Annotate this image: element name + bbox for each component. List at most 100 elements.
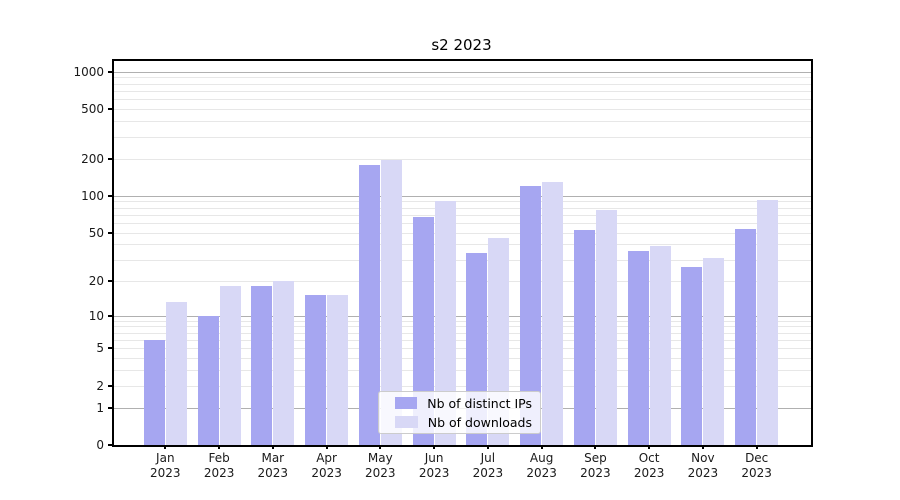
y-tick-mark [108, 406, 112, 409]
grid-major-line [114, 315, 811, 317]
grid-minor-line [114, 232, 811, 234]
x-tick-label-dec: Dec 2023 [741, 451, 772, 480]
bar-feb-downloads [219, 285, 241, 445]
grid-minor-line [114, 121, 811, 123]
grid-major-line [114, 195, 811, 197]
grid-minor-line [114, 109, 811, 111]
y-tick-label: 200 [81, 151, 104, 166]
y-tick-label: 50 [88, 225, 104, 240]
y-tick-mark [108, 279, 112, 282]
y-tick-label: 2 [96, 378, 104, 393]
y-tick-label: 5 [96, 341, 104, 356]
bar-mar-distinct-ips [251, 285, 273, 445]
x-tick-mark [594, 445, 597, 449]
bar-may-distinct-ips [358, 164, 380, 445]
bar-aug-distinct-ips [520, 185, 542, 445]
grid-minor-line [114, 385, 811, 387]
x-tick-label-apr: Apr 2023 [311, 451, 342, 480]
y-tick-label: 0 [96, 438, 104, 452]
x-tick-mark [271, 445, 274, 449]
x-tick-label-feb: Feb 2023 [203, 451, 235, 480]
x-tick-mark [540, 445, 543, 449]
bar-jun-distinct-ips [412, 217, 434, 445]
bar-apr-distinct-ips [305, 295, 327, 445]
y-tick-mark [108, 194, 112, 197]
x-tick-mark [486, 445, 489, 449]
x-tick-mark [218, 445, 221, 449]
grid-minor-line [114, 77, 811, 79]
y-tick-label: 20 [88, 273, 104, 288]
bar-apr-downloads [327, 295, 349, 445]
bar-jan-downloads [165, 302, 187, 445]
grid-minor-line [114, 259, 811, 261]
x-tick-label-jul: Jul 2023 [472, 451, 504, 480]
bar-sep-downloads [595, 210, 617, 445]
grid-minor-line [114, 83, 811, 85]
grid-minor-line [114, 136, 811, 138]
grid-minor-line [114, 222, 811, 224]
legend-label-downloads: Nb of downloads [427, 414, 532, 430]
y-tick-mark [108, 231, 112, 234]
bar-dec-distinct-ips [735, 228, 757, 445]
x-tick-mark [325, 445, 328, 449]
y-tick-label: 1000 [73, 64, 104, 79]
bar-nov-distinct-ips [681, 266, 703, 445]
grid-minor-line [114, 326, 811, 328]
grid-minor-line [114, 214, 811, 216]
bar-oct-downloads [649, 245, 671, 445]
y-tick-label: 500 [81, 102, 104, 117]
grid-major-line [114, 71, 811, 73]
bars-layer [114, 61, 811, 445]
grid-minor-line [114, 370, 811, 372]
bar-mar-downloads [273, 280, 295, 445]
x-tick-label-oct: Oct 2023 [633, 451, 665, 480]
x-tick-label-may: May 2023 [365, 451, 396, 480]
bar-aug-downloads [542, 181, 564, 445]
chart-title: s2 2023 [431, 36, 492, 54]
y-tick-mark [108, 384, 112, 387]
grid-minor-line [114, 339, 811, 341]
x-tick-label-aug: Aug 2023 [526, 451, 557, 480]
plot-area [112, 59, 813, 447]
legend-swatch-downloads-icon [395, 416, 418, 428]
grid-minor-line [114, 332, 811, 334]
x-tick-mark [379, 445, 382, 449]
grid-minor-line [114, 358, 811, 359]
legend-item-distinct-ips: Nb of distinct IPs [387, 396, 532, 411]
x-tick-label-jan: Jan 2023 [150, 451, 181, 480]
x-tick-label-jun: Jun 2023 [418, 451, 450, 480]
legend-swatch-distinct-ips-icon [395, 397, 418, 409]
legend: Nb of distinct IPs Nb of downloads [378, 391, 541, 434]
y-tick-mark [108, 314, 112, 317]
bar-dec-downloads [757, 199, 779, 445]
x-tick-label-mar: Mar 2023 [257, 451, 289, 480]
y-tick-mark [108, 347, 112, 350]
grid-minor-line [114, 320, 811, 322]
x-tick-mark [164, 445, 167, 449]
bar-may-downloads [380, 159, 402, 445]
y-tick-mark [108, 108, 112, 111]
grid-minor-line [114, 207, 811, 209]
y-tick-mark [108, 444, 112, 446]
y-tick-mark [108, 157, 112, 160]
legend-item-downloads: Nb of downloads [387, 415, 532, 430]
legend-label-distinct-ips: Nb of distinct IPs [427, 395, 532, 411]
y-tick-label: 10 [88, 308, 104, 323]
y-tick-label: 1 [96, 400, 104, 415]
grid-minor-line [114, 99, 811, 101]
grid-layer [114, 61, 811, 445]
x-tick-mark [648, 445, 651, 449]
grid-minor-line [114, 158, 811, 160]
x-tick-mark [755, 445, 758, 449]
x-tick-label-sep: Sep 2023 [580, 451, 611, 480]
bar-jun-downloads [434, 200, 456, 445]
bar-feb-distinct-ips [197, 315, 219, 445]
grid-minor-line [114, 280, 811, 282]
bar-nov-downloads [703, 257, 725, 445]
y-tick-mark [108, 70, 112, 73]
x-tick-mark [433, 445, 436, 449]
grid-minor-line [114, 244, 811, 246]
x-tick-label-nov: Nov 2023 [687, 451, 719, 480]
bar-jan-distinct-ips [143, 339, 165, 445]
